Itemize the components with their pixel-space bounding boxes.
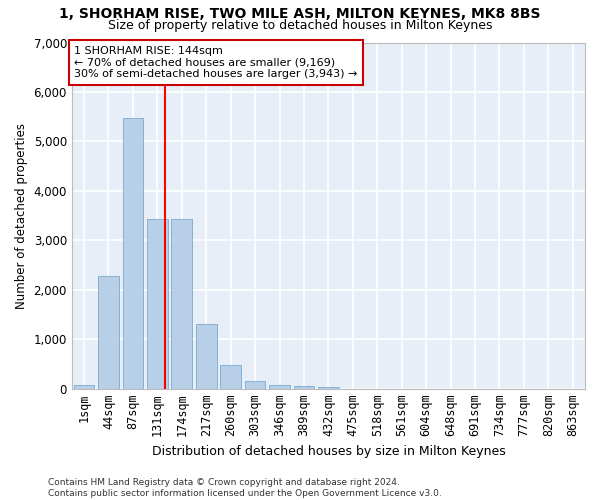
Bar (318, 387, 339, 388)
Text: Size of property relative to detached houses in Milton Keynes: Size of property relative to detached ho… (108, 19, 492, 32)
Bar (74, 385, 94, 388)
Bar (245, 380, 265, 388)
Bar (172, 219, 192, 388)
Bar (293, 386, 314, 388)
Text: 1, SHORHAM RISE, TWO MILE ASH, MILTON KEYNES, MK8 8BS: 1, SHORHAM RISE, TWO MILE ASH, MILTON KE… (59, 8, 541, 22)
Bar (220, 366, 241, 388)
Bar (122, 118, 143, 388)
Text: 1 SHORHAM RISE: 144sqm
← 70% of detached houses are smaller (9,169)
30% of semi-: 1 SHORHAM RISE: 144sqm ← 70% of detached… (74, 46, 358, 79)
Bar (196, 324, 217, 388)
Y-axis label: Number of detached properties: Number of detached properties (15, 122, 28, 308)
X-axis label: Distribution of detached houses by size in Milton Keynes: Distribution of detached houses by size … (152, 444, 505, 458)
Text: Contains HM Land Registry data © Crown copyright and database right 2024.
Contai: Contains HM Land Registry data © Crown c… (48, 478, 442, 498)
Bar (147, 219, 168, 388)
Bar (98, 276, 119, 388)
Bar (269, 384, 290, 388)
